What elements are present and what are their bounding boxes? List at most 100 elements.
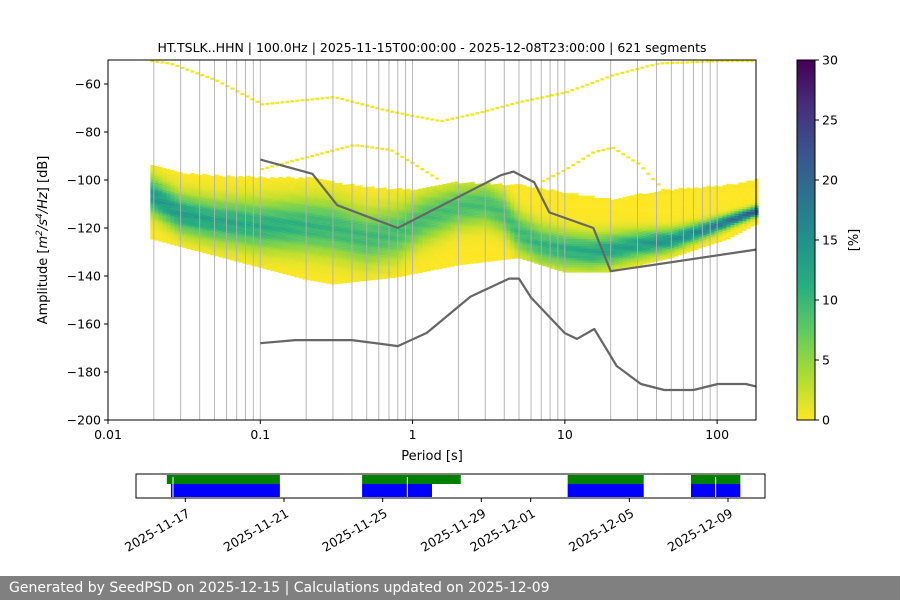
heat-cell [698, 202, 703, 206]
heat-cell [158, 227, 163, 230]
heat-cell [194, 186, 199, 189]
heat-cell [702, 203, 707, 207]
heat-cell [306, 198, 311, 201]
heat-cell [666, 227, 671, 231]
heat-cell [474, 255, 479, 259]
heat-cell [282, 204, 287, 207]
heat-cell [286, 200, 291, 204]
heat-cell [394, 212, 399, 216]
heat-cell [402, 211, 407, 214]
heat-cell [250, 222, 255, 225]
heat-cell [242, 179, 247, 183]
heat-cell [346, 201, 351, 204]
heat-cell [746, 209, 751, 212]
heat-cell [414, 271, 419, 274]
heat-cell [298, 206, 303, 209]
heat-cell [198, 215, 203, 219]
heat-cell [298, 263, 303, 267]
heat-cell [494, 219, 499, 223]
heat-cell [266, 197, 271, 201]
heat-cell [298, 258, 303, 262]
heat-cell [374, 265, 379, 268]
heat-cell [374, 274, 379, 278]
heat-cell [526, 203, 531, 206]
heat-cell [538, 211, 543, 215]
heat-cell [306, 188, 311, 192]
heat-cell [250, 241, 255, 245]
heat-cell [622, 259, 627, 263]
heat-cell [386, 196, 391, 200]
heat-cell [206, 242, 211, 245]
heat-cell [318, 279, 323, 283]
heat-cell [614, 230, 619, 233]
heat-cell [566, 255, 571, 259]
heat-cell [214, 176, 219, 180]
heat-cell [186, 234, 191, 237]
heat-cell [246, 182, 251, 186]
heat-cell [454, 244, 459, 247]
heat-cell [278, 256, 283, 259]
heat-cell [422, 250, 427, 253]
heat-cell [634, 208, 639, 212]
heat-cell [706, 190, 711, 194]
heat-cell [318, 179, 323, 182]
heat-cell [358, 218, 363, 222]
heat-cell [422, 259, 427, 263]
heat-cell [598, 214, 603, 218]
heat-cell [270, 196, 275, 199]
heat-cell [490, 225, 495, 228]
heat-cell [426, 215, 431, 219]
heat-cell [378, 190, 383, 193]
heat-cell [374, 207, 379, 211]
heat-cell [402, 259, 407, 262]
heat-cell [202, 231, 207, 234]
heat-cell [322, 270, 327, 274]
heat-cell [362, 256, 367, 260]
heat-cell [466, 230, 471, 233]
heat-cell [194, 207, 199, 211]
heat-cell [458, 243, 463, 246]
heat-cell [494, 246, 499, 249]
heat-cell [254, 240, 259, 243]
heat-cell [270, 203, 275, 207]
heat-cell [242, 249, 247, 252]
heat-cell [270, 249, 275, 252]
heat-cell [422, 197, 427, 201]
heat-cell [150, 217, 155, 221]
heat-cell [154, 211, 159, 215]
heat-cell [170, 211, 175, 214]
heat-cell [218, 221, 223, 224]
heat-cell [302, 192, 307, 196]
heat-cell [670, 197, 675, 201]
heat-cell [622, 233, 627, 236]
heat-cell [578, 241, 583, 244]
heat-cell [302, 257, 307, 261]
heat-cell [522, 240, 527, 244]
heat-cell [182, 218, 187, 222]
heat-cell [694, 247, 699, 250]
heat-cell [162, 180, 167, 183]
heat-cell [526, 237, 531, 240]
heat-cell [354, 248, 359, 251]
heat-cell [386, 201, 391, 204]
heat-cell [398, 233, 403, 237]
heat-cell [722, 202, 727, 205]
heat-cell [254, 180, 259, 183]
heat-cell [386, 206, 391, 209]
heat-cell [382, 271, 387, 275]
heat-cell [478, 250, 483, 254]
heat-cell [702, 244, 707, 248]
heat-cell [462, 238, 467, 241]
heat-cell [270, 206, 275, 209]
heat-cell [430, 231, 435, 235]
heat-cell [706, 192, 711, 196]
heat-cell [438, 266, 443, 269]
heat-cell [714, 223, 719, 227]
heat-cell [546, 197, 551, 201]
heat-cell [498, 217, 503, 220]
heat-cell [322, 230, 327, 233]
heat-cell [298, 186, 303, 190]
heat-cell [630, 260, 635, 263]
heat-cell [158, 203, 163, 206]
heat-cell [674, 210, 679, 214]
